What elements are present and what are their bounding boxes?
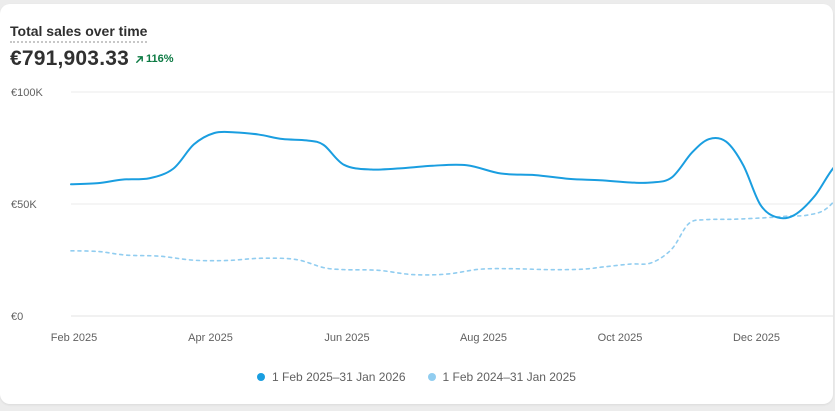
x-tick-label-4: Oct 2025 — [598, 332, 643, 344]
total-sales-value: €791,903.33 — [10, 47, 129, 70]
legend-label-1: 1 Feb 2024–31 Jan 2025 — [442, 370, 576, 384]
arrow-up-right-icon — [136, 55, 143, 63]
y-tick-label-2: €100K — [11, 87, 43, 99]
chart-legend: 1 Feb 2025–31 Jan 2026 1 Feb 2024–31 Jan … — [0, 370, 833, 384]
sales-over-time-card: Total sales over time €791,903.33 116% €… — [0, 4, 833, 404]
y-axis-labels: €0 €50K €100K — [11, 87, 43, 323]
series-layer — [70, 130, 833, 276]
card-title[interactable]: Total sales over time — [10, 23, 148, 43]
legend-dot-0 — [257, 373, 266, 381]
x-tick-label-2: Jun 2025 — [324, 332, 369, 344]
x-axis-labels: Feb 2025 Apr 2025 Jun 2025 Aug 2025 Oct 2025… — [51, 332, 780, 344]
x-tick-label-5: Dec 2025 — [733, 332, 780, 344]
legend-label-0: 1 Feb 2025–31 Jan 2026 — [272, 370, 406, 384]
y-tick-label-1: €50K — [11, 199, 37, 211]
series-line-0[interactable] — [70, 130, 833, 220]
y-tick-label-0: €0 — [11, 311, 23, 323]
legend-item-0[interactable]: 1 Feb 2025–31 Jan 2026 — [257, 370, 406, 384]
grid-layer — [71, 91, 833, 317]
total-row: €791,903.33 116% — [10, 47, 174, 71]
x-tick-label-0: Feb 2025 — [51, 332, 97, 344]
x-tick-label-1: Apr 2025 — [188, 332, 233, 344]
legend-dot-1 — [427, 373, 436, 381]
line-chart[interactable]: €0 €50K €100K Feb 2025 Apr 2025 Jun 2025 Aug … — [0, 4, 833, 364]
change-percent: 116% — [145, 53, 174, 65]
change-badge: 116% — [135, 53, 174, 65]
legend-item-1[interactable]: 1 Feb 2024–31 Jan 2025 — [427, 370, 576, 384]
series-line-1[interactable] — [70, 164, 833, 276]
x-tick-label-3: Aug 2025 — [460, 332, 507, 344]
